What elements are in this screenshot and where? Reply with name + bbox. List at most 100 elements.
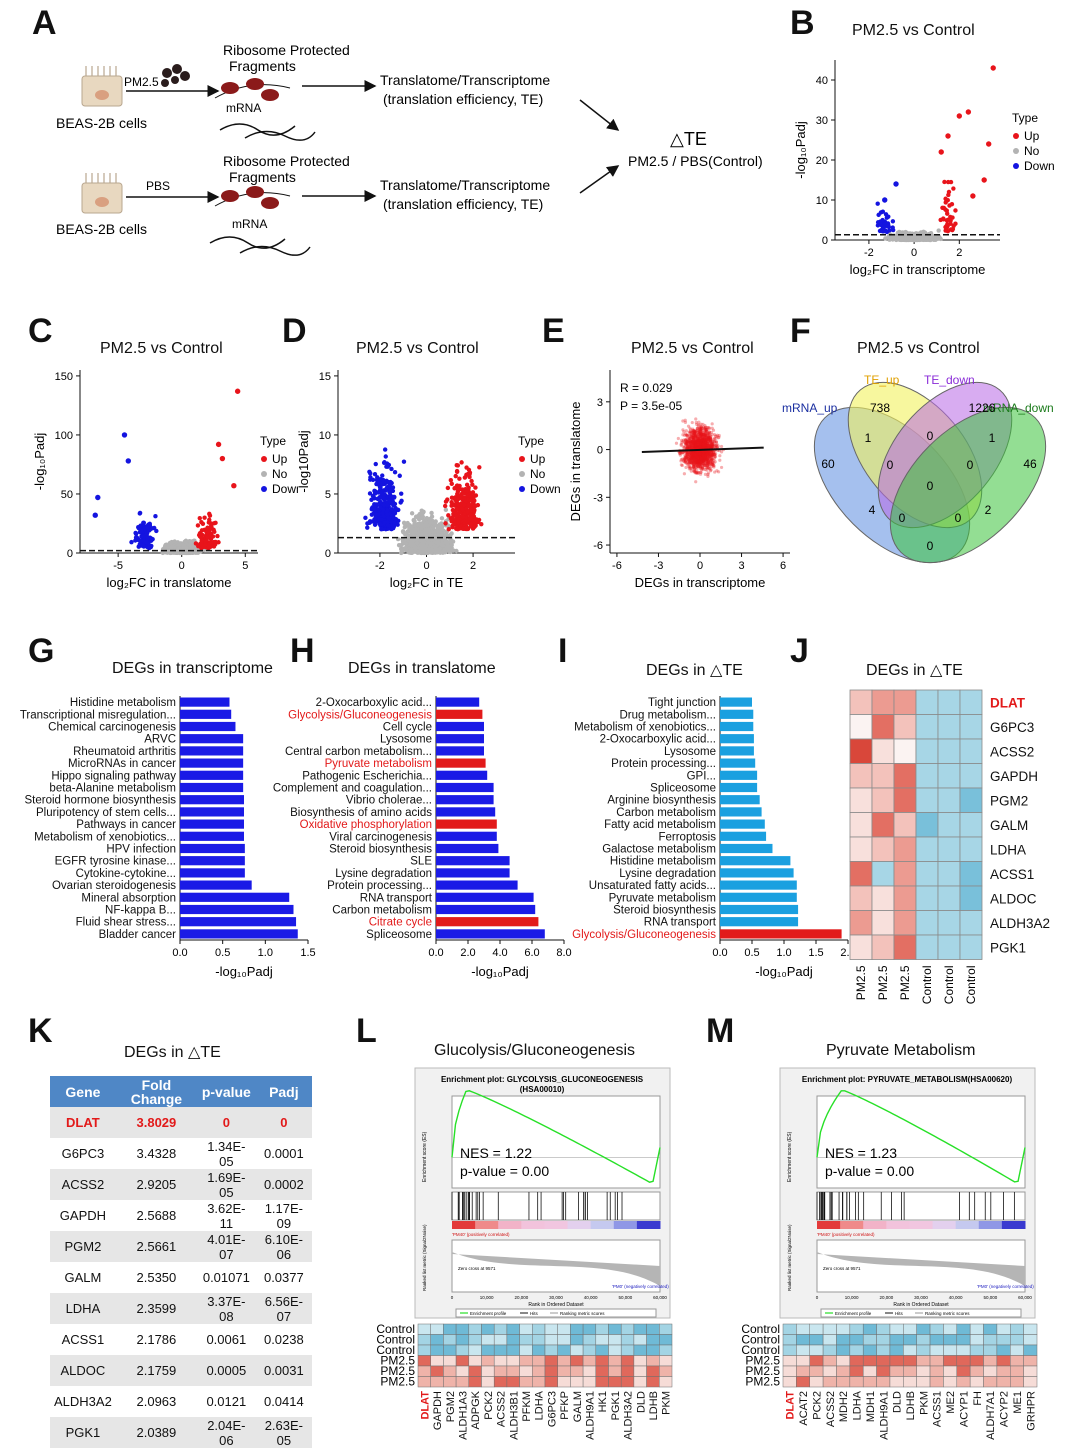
- heat-cell: [633, 1334, 647, 1346]
- bar-term-label: beta-Alanine metabolism: [49, 783, 176, 795]
- gsea-plot-l: Enrichment plot: GLYCOLYSIS_GLUCONEOGENE…: [376, 1067, 673, 1440]
- point: [697, 441, 701, 445]
- y-axis-label: -log₁₀Padj: [793, 121, 808, 179]
- table-cell: 2.5688: [115, 1200, 197, 1231]
- point: [708, 467, 712, 471]
- point: [692, 431, 696, 435]
- bar: [436, 782, 494, 793]
- point: [692, 445, 696, 450]
- table-cell: ACSS2: [50, 1169, 116, 1200]
- point-up: [197, 515, 202, 521]
- point: [718, 458, 722, 462]
- point: [692, 444, 696, 448]
- bar: [436, 758, 486, 768]
- point: [704, 455, 708, 459]
- point: [701, 446, 705, 450]
- point: [709, 445, 714, 449]
- point: [708, 442, 712, 446]
- point: [704, 463, 708, 467]
- point: [693, 460, 698, 465]
- point-no: [448, 549, 453, 555]
- table-cell: 2.1759: [115, 1355, 197, 1386]
- point: [693, 431, 697, 435]
- point: [697, 445, 701, 449]
- heat-cell: [893, 689, 917, 715]
- y-tick-label: 150: [55, 371, 73, 383]
- point-no: [893, 235, 899, 240]
- point: [686, 458, 691, 462]
- point: [697, 438, 701, 442]
- point-up: [941, 205, 947, 211]
- point: [700, 453, 705, 457]
- point: [688, 453, 692, 457]
- point: [692, 436, 696, 440]
- heat-cell: [871, 787, 895, 813]
- x-axis-label: log₂FC in TE: [390, 575, 464, 590]
- bar-term-label: Oxidative phosphorylation: [300, 819, 432, 831]
- point: [699, 456, 703, 460]
- point-up: [206, 544, 212, 549]
- point: [691, 454, 695, 459]
- point: [697, 440, 701, 444]
- point-down: [398, 500, 403, 505]
- point: [692, 452, 697, 456]
- point-no: [910, 235, 915, 240]
- bar-term-label: Unsaturated fatty acids...: [589, 880, 716, 892]
- bar-term-label: Pathways in cancer: [76, 819, 176, 831]
- point-no: [433, 550, 438, 555]
- point-down: [880, 209, 886, 214]
- point: [706, 432, 710, 436]
- point: [695, 439, 699, 443]
- point: [700, 427, 704, 431]
- point-down: [121, 432, 128, 438]
- heat-gene-label: ALDH3A2: [623, 1391, 635, 1440]
- y-tick-label: 0: [597, 445, 603, 457]
- point: [694, 455, 698, 459]
- point: [694, 455, 698, 459]
- bar-term-label: Bladder cancer: [99, 929, 177, 941]
- point: [698, 444, 702, 448]
- gsea-plot-m: Enrichment plot: PYRUVATE_METABOLISM(HSA…: [741, 1067, 1037, 1440]
- heat-cell: [915, 738, 939, 764]
- point: [697, 461, 701, 465]
- point: [694, 443, 698, 447]
- point: [689, 469, 693, 473]
- point-down: [139, 528, 144, 534]
- point: [710, 462, 715, 466]
- heat-cell: [937, 812, 961, 838]
- point: [698, 440, 703, 444]
- point: [707, 466, 711, 471]
- point: [700, 445, 704, 450]
- point: [692, 462, 696, 467]
- point: [701, 459, 705, 463]
- point: [689, 441, 693, 445]
- point: [681, 450, 685, 454]
- point-up: [990, 65, 996, 71]
- bar-term-label: Glycolysis/Gluconeogenesis: [572, 929, 716, 941]
- point: [700, 457, 704, 461]
- point: [684, 455, 688, 460]
- heat-cell: [493, 1376, 508, 1388]
- heat-cell: [849, 861, 873, 887]
- heat-gene-label: ADPGK: [470, 1390, 482, 1429]
- point: [701, 461, 705, 466]
- point: [717, 433, 721, 438]
- point: [687, 436, 691, 440]
- point-no: [414, 540, 420, 545]
- point: [690, 452, 694, 456]
- point-no: [421, 541, 426, 546]
- point-down: [384, 503, 390, 508]
- point: [681, 445, 685, 449]
- point-up: [970, 193, 976, 199]
- point: [685, 456, 689, 460]
- point-up: [951, 186, 956, 191]
- point-up: [456, 520, 461, 526]
- point: [691, 466, 695, 470]
- legend-item: Ranking metric scores: [560, 1311, 605, 1316]
- y-axis-label: DEGs in translatome: [568, 402, 583, 522]
- point: [704, 451, 708, 456]
- point: [711, 463, 715, 467]
- heat-cell: [582, 1365, 597, 1377]
- point: [697, 437, 701, 442]
